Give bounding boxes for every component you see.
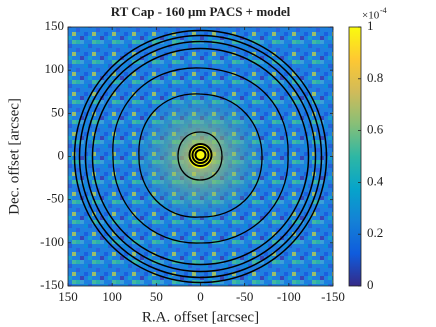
y-tick-label: -150	[40, 277, 64, 292]
colorbar-tick-label: 1	[367, 18, 374, 33]
x-tick-label: 0	[197, 289, 204, 304]
y-tick-label: -50	[47, 191, 64, 206]
colorbar-tick-label: 0.8	[367, 70, 383, 85]
map	[68, 27, 333, 286]
colorbar-exponent: -4	[380, 6, 387, 15]
y-tick-label: 50	[51, 104, 64, 119]
colorbar-tick-label: 0.6	[367, 122, 384, 137]
x-tick-label: -150	[321, 289, 345, 304]
colorbar-tick-label: 0	[367, 277, 374, 292]
x-tick-label: 100	[102, 289, 122, 304]
x-tick-label: 150	[58, 289, 78, 304]
colorbar	[348, 26, 362, 287]
y-tick-label: 100	[45, 61, 65, 76]
y-tick-label: -100	[40, 234, 64, 249]
chart-title: RT Cap - 160 μm PACS + model	[111, 4, 291, 19]
colorbar-tick-label: 0.2	[367, 225, 383, 240]
x-tick-label: -100	[277, 289, 301, 304]
y-tick-label: 0	[58, 147, 65, 162]
y-tick-label: 150	[45, 18, 65, 33]
x-tick-label: 50	[150, 289, 163, 304]
colorbar-exponent-base: ×10	[362, 10, 380, 22]
x-tick-label: -50	[236, 289, 253, 304]
y-axis-label: Dec. offset [arcsec]	[6, 98, 22, 215]
contours	[73, 29, 328, 284]
x-axis-label: R.A. offset [arcsec]	[142, 309, 259, 325]
colorbar-tick-label: 0.4	[367, 173, 384, 188]
